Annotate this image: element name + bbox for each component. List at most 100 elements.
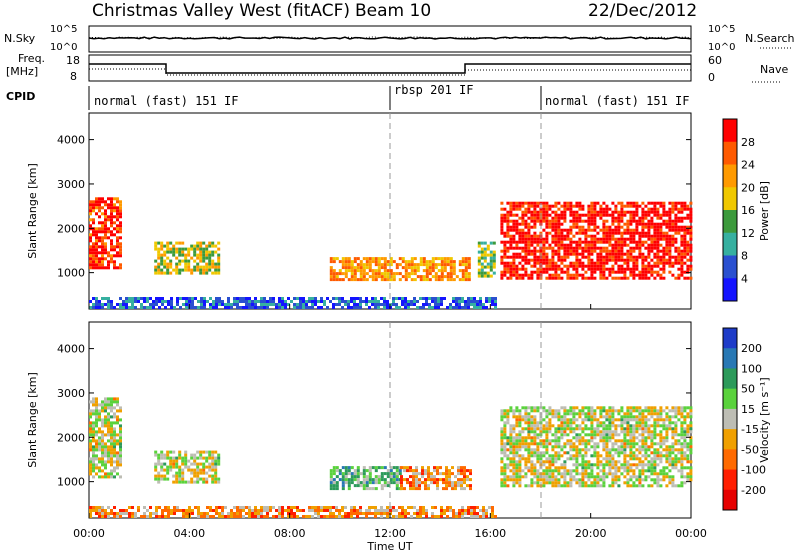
power-cell <box>248 297 251 300</box>
velocity-cell <box>575 451 579 455</box>
power-cell <box>572 222 576 226</box>
velocity-cell <box>644 448 648 452</box>
velocity-cell <box>217 453 221 457</box>
power-cell <box>611 210 615 214</box>
power-cell <box>458 260 462 264</box>
power-cell <box>440 303 443 306</box>
power-cell <box>584 213 588 217</box>
power-cell <box>590 216 594 220</box>
power-cell <box>158 306 161 309</box>
power-cell <box>275 303 278 306</box>
power-cell <box>554 264 558 268</box>
power-cell <box>641 228 645 232</box>
velocity-cell <box>689 406 693 410</box>
velocity-cell <box>275 509 278 512</box>
velocity-cell <box>125 509 128 512</box>
power-cell <box>560 240 564 244</box>
power-cell <box>452 266 456 270</box>
velocity-cell <box>500 409 504 413</box>
power-cell <box>560 267 564 271</box>
velocity-cell <box>605 433 609 437</box>
velocity-cell <box>104 418 107 422</box>
power-cell <box>89 260 92 264</box>
velocity-cell <box>671 442 675 446</box>
power-cell <box>116 200 119 204</box>
velocity-cell <box>668 445 672 449</box>
velocity-cell <box>587 433 591 437</box>
velocity-cell <box>662 418 666 422</box>
velocity-cell <box>653 481 657 485</box>
velocity-cell <box>602 427 606 431</box>
velocity-cell <box>560 454 564 458</box>
power-cell <box>566 207 570 211</box>
velocity-cell <box>668 457 672 461</box>
power-cell <box>578 273 582 277</box>
velocity-cell <box>101 463 104 467</box>
power-cell <box>486 262 490 266</box>
power-cell <box>350 297 353 300</box>
power-cell <box>377 266 381 270</box>
velocity-cell <box>626 418 630 422</box>
power-cell <box>635 267 639 271</box>
power-cell <box>308 297 311 300</box>
velocity-cell <box>448 478 451 482</box>
velocity-cell <box>512 445 516 449</box>
power-cell <box>380 275 384 279</box>
power-cell <box>521 213 525 217</box>
power-cell <box>674 249 678 253</box>
velocity-cell <box>569 439 573 443</box>
power-cell <box>193 244 197 248</box>
velocity-cell <box>611 406 615 410</box>
power-cell <box>311 297 314 300</box>
power-cell <box>116 197 119 201</box>
power-cell <box>371 300 374 303</box>
velocity-colorbar-swatch <box>723 469 737 491</box>
power-cell <box>563 243 567 247</box>
power-cell <box>335 272 339 276</box>
velocity-cell <box>436 466 439 470</box>
power-cell <box>211 259 215 263</box>
velocity-cell <box>211 456 215 460</box>
power-cell <box>650 258 654 262</box>
power-cell <box>575 204 579 208</box>
velocity-cell <box>422 509 425 512</box>
velocity-cell <box>506 484 510 488</box>
power-cell <box>89 203 92 207</box>
velocity-cell <box>656 475 660 479</box>
power-region-6 <box>89 297 497 309</box>
velocity-cell <box>683 421 687 425</box>
power-cell <box>389 269 393 273</box>
velocity-cell <box>104 515 107 518</box>
velocity-cell <box>566 412 570 416</box>
power-cell <box>533 258 537 262</box>
velocity-cell <box>596 481 600 485</box>
power-cell <box>164 306 167 309</box>
velocity-cell <box>442 472 445 476</box>
power-cell <box>221 300 224 303</box>
power-cell <box>371 272 375 276</box>
power-cell <box>380 263 384 267</box>
velocity-cell <box>632 451 636 455</box>
power-y-axis-label: Slant Range [km] <box>26 163 39 259</box>
power-cell <box>125 297 128 300</box>
power-cell <box>163 253 167 257</box>
power-cell <box>101 303 104 306</box>
power-cell <box>461 269 465 273</box>
power-cell <box>560 204 564 208</box>
power-cell <box>205 247 209 251</box>
power-cell <box>650 219 654 223</box>
power-cell <box>377 263 381 267</box>
power-cell <box>611 231 615 235</box>
velocity-cell <box>350 481 354 485</box>
velocity-cell <box>116 512 119 515</box>
velocity-colorbar-tick: 15 <box>741 403 755 416</box>
velocity-cell <box>199 456 203 460</box>
velocity-cell <box>406 469 409 473</box>
velocity-cell <box>632 472 636 476</box>
velocity-cell <box>593 418 597 422</box>
power-cell <box>677 228 681 232</box>
velocity-cell <box>506 436 510 440</box>
power-cell <box>359 306 362 309</box>
power-cell <box>641 243 645 247</box>
velocity-cell <box>251 515 254 518</box>
